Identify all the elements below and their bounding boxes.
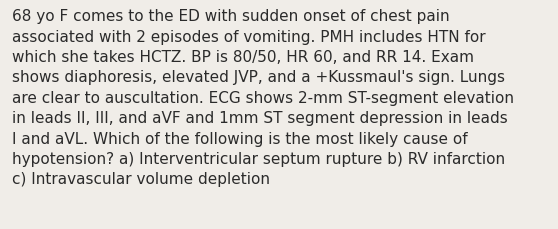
- Text: 68 yo F comes to the ED with sudden onset of chest pain
associated with 2 episod: 68 yo F comes to the ED with sudden onse…: [12, 9, 514, 187]
